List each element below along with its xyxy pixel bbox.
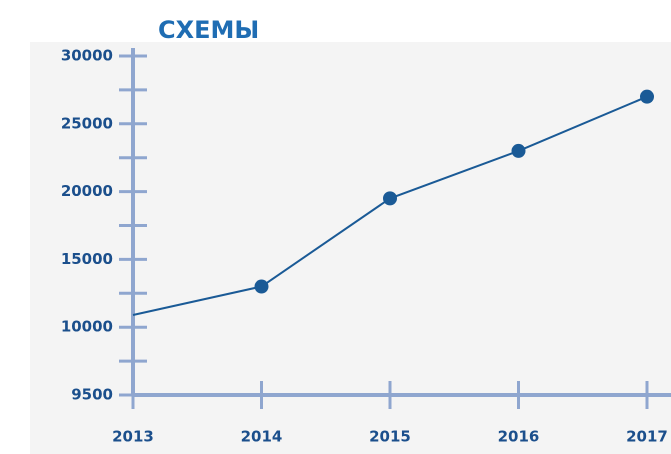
data-point bbox=[511, 143, 526, 158]
y-tick-label: 20000 bbox=[61, 182, 113, 200]
data-point bbox=[383, 191, 397, 206]
y-tick-label: 25000 bbox=[61, 114, 113, 132]
y-tick-label: 9500 bbox=[71, 386, 113, 404]
data-point bbox=[640, 89, 654, 104]
x-tick-label: 2016 bbox=[498, 428, 540, 446]
x-tick-label: 2015 bbox=[369, 428, 411, 446]
x-tick-label: 2014 bbox=[241, 428, 283, 446]
y-tick-label: 30000 bbox=[61, 47, 113, 65]
plot-background bbox=[30, 42, 671, 454]
chart-title: СХЕМЫ bbox=[158, 16, 259, 44]
data-point bbox=[254, 279, 269, 294]
y-tick-label: 15000 bbox=[61, 250, 113, 268]
x-tick-label: 2017 bbox=[626, 428, 668, 446]
x-tick-label: 2013 bbox=[112, 428, 154, 446]
y-tick-label: 10000 bbox=[61, 318, 113, 336]
